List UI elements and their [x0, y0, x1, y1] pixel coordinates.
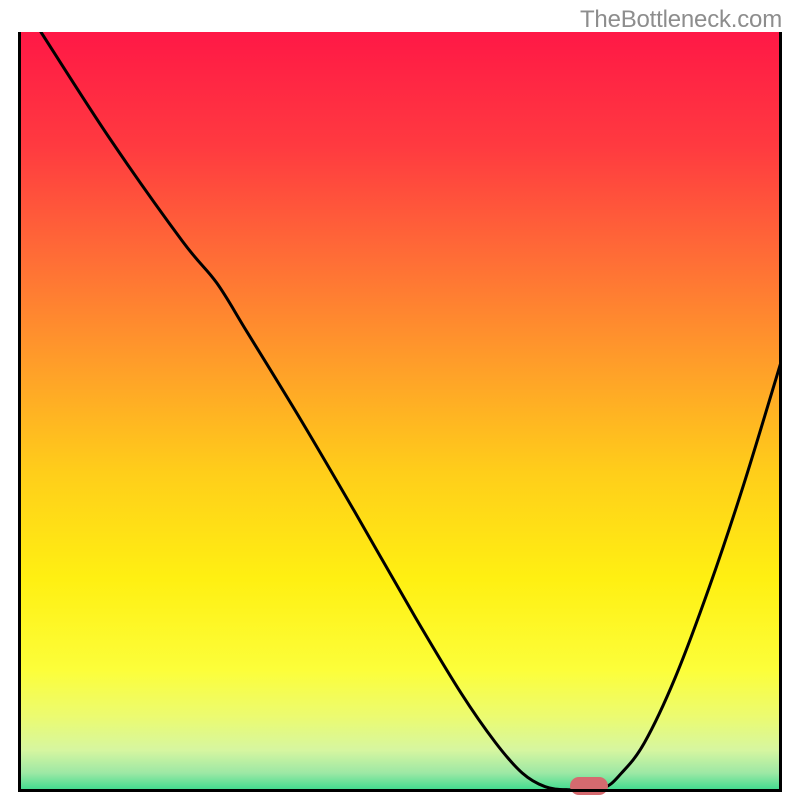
plot-area — [18, 32, 782, 792]
chart-container: { "watermark": { "text": "TheBottleneck.… — [0, 0, 800, 800]
optimal-marker — [570, 777, 608, 795]
bottleneck-curve — [18, 32, 782, 792]
watermark-text: TheBottleneck.com — [580, 6, 782, 34]
